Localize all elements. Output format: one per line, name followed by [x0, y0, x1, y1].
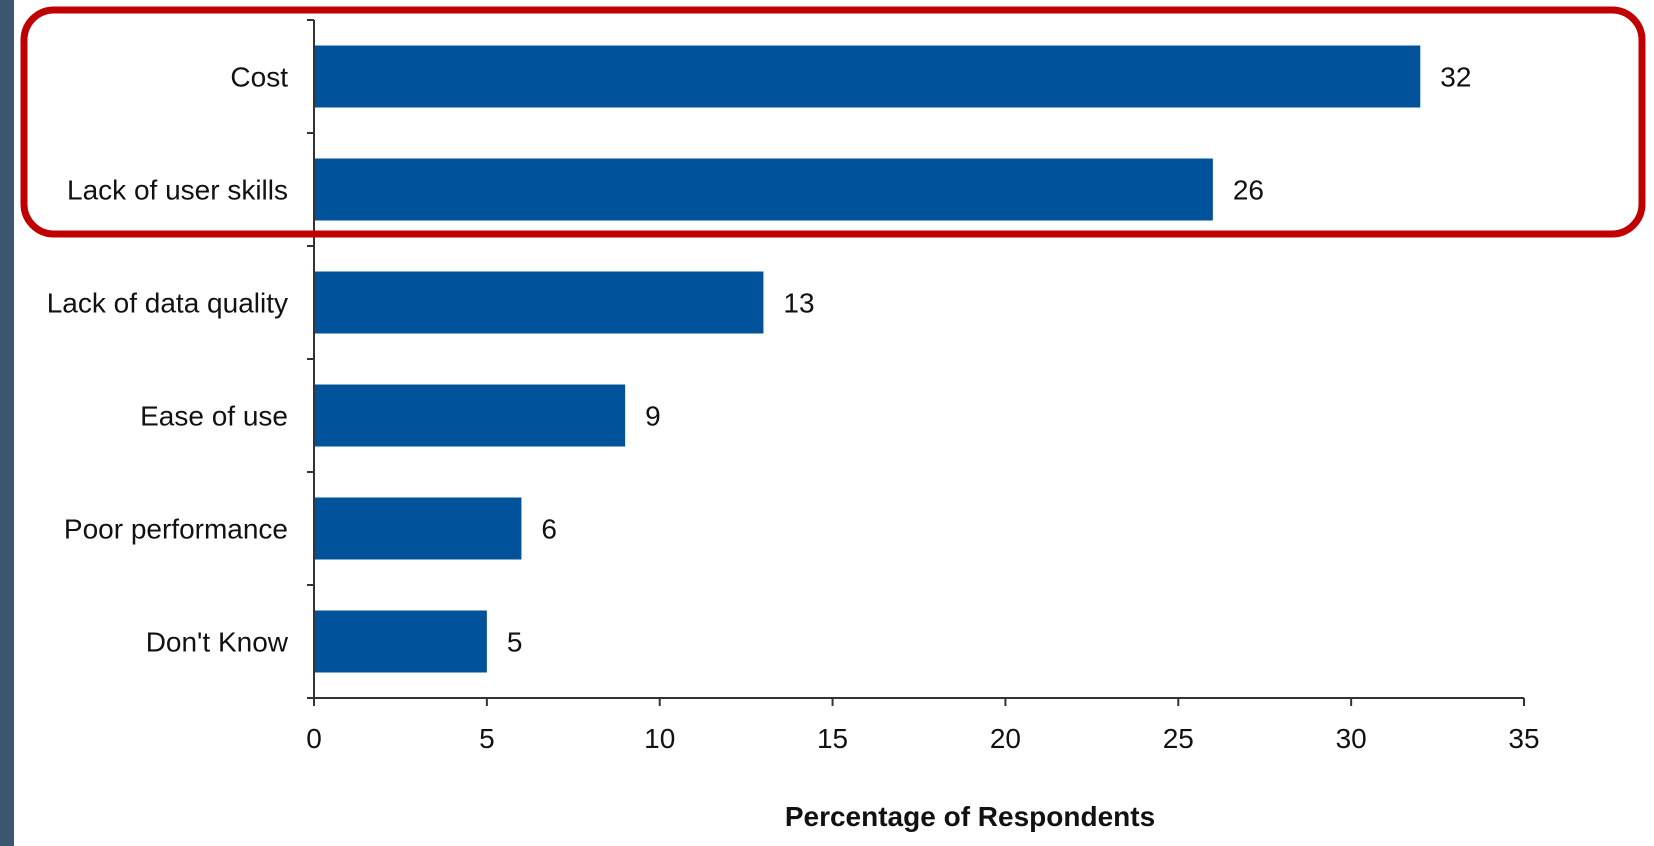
x-tick-label: 10	[644, 723, 675, 754]
x-axis-title: Percentage of Respondents	[785, 801, 1155, 832]
bar-2	[314, 158, 1213, 221]
bar-chart: Cost 32 Lack of user skills 26 Lack of data …	[20, 6, 1646, 832]
value-label: 13	[783, 288, 814, 319]
highlight-box	[20, 6, 1646, 238]
value-label: 9	[645, 401, 661, 432]
category-label: Lack of user skills	[67, 175, 288, 206]
x-tick-label: 25	[1163, 723, 1194, 754]
chart-slide: Cost 32 Lack of user skills 26 Lack of data …	[14, 0, 1654, 846]
value-label: 6	[541, 514, 557, 545]
x-tick-label: 5	[479, 723, 495, 754]
labels-layer: Cost 32 Lack of user skills 26 Lack of data …	[47, 62, 1540, 755]
x-tick-label: 20	[990, 723, 1021, 754]
category-label: Cost	[230, 62, 288, 93]
bar-6	[314, 610, 487, 673]
x-tick-label: 0	[306, 723, 322, 754]
bar-1	[314, 45, 1421, 108]
x-tick-label: 35	[1508, 723, 1539, 754]
value-label: 32	[1440, 62, 1471, 93]
bar-3	[314, 271, 764, 334]
bar-5	[314, 497, 522, 560]
category-label: Don't Know	[146, 627, 289, 658]
x-tick-label: 30	[1336, 723, 1367, 754]
axes-layer	[307, 19, 1525, 706]
value-label: 26	[1233, 175, 1264, 206]
category-label: Ease of use	[140, 401, 288, 432]
x-tick-label: 15	[817, 723, 848, 754]
bars-layer	[314, 45, 1421, 673]
bar-4	[314, 384, 626, 447]
category-label: Lack of data quality	[47, 288, 288, 319]
value-label: 5	[507, 627, 523, 658]
category-label: Poor performance	[64, 514, 288, 545]
